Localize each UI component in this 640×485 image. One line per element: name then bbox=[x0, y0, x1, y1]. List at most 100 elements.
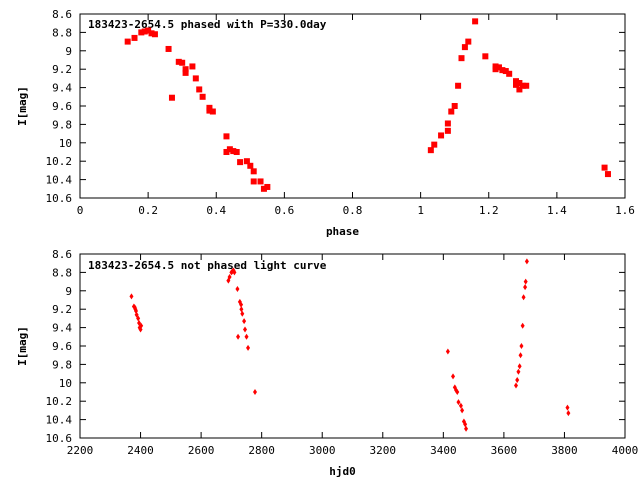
data-point bbox=[506, 70, 513, 77]
data-point bbox=[448, 108, 455, 115]
x-tick-label: 2600 bbox=[188, 444, 215, 457]
data-point bbox=[239, 306, 244, 313]
data-point bbox=[451, 103, 458, 109]
data-point bbox=[230, 148, 237, 155]
y-tick-label: 10.2 bbox=[46, 395, 73, 408]
x-tick-label: 0.2 bbox=[138, 204, 158, 217]
y-tick-label: 9.4 bbox=[52, 322, 72, 335]
data-point bbox=[451, 373, 456, 380]
data-point bbox=[237, 159, 244, 166]
data-point bbox=[516, 368, 521, 375]
data-point bbox=[521, 294, 526, 301]
x-tick-label: 3600 bbox=[491, 444, 518, 457]
data-point bbox=[516, 86, 523, 93]
data-point bbox=[196, 86, 203, 93]
x-tick-label: 4000 bbox=[612, 444, 639, 457]
data-point bbox=[139, 322, 144, 329]
data-point bbox=[151, 31, 158, 38]
x-tick-label: 1.4 bbox=[547, 204, 567, 217]
data-point bbox=[250, 178, 257, 185]
x-tick-label: 3200 bbox=[370, 444, 397, 457]
y-tick-label: 9.2 bbox=[52, 63, 72, 76]
data-point bbox=[239, 301, 244, 308]
x-tick-label: 1.2 bbox=[479, 204, 499, 217]
y-axis-label: I[mag] bbox=[16, 326, 29, 366]
data-point bbox=[182, 69, 189, 76]
data-point bbox=[445, 348, 450, 355]
x-tick-label: 3400 bbox=[430, 444, 457, 457]
data-point bbox=[260, 185, 267, 192]
data-point bbox=[240, 310, 245, 317]
y-tick-label: 9.6 bbox=[52, 340, 72, 353]
x-tick-label: 3000 bbox=[309, 444, 336, 457]
plot-frame bbox=[79, 13, 626, 199]
y-tick-label: 9.2 bbox=[52, 303, 72, 316]
data-point bbox=[458, 402, 463, 409]
data-point bbox=[236, 333, 241, 340]
data-point bbox=[517, 363, 522, 370]
data-point bbox=[168, 94, 175, 101]
data-point bbox=[223, 149, 230, 155]
data-point bbox=[199, 93, 206, 100]
chart-title: 183423-2654.5 not phased light curve bbox=[88, 259, 327, 272]
y-tick-label: 10.6 bbox=[46, 192, 73, 205]
data-point bbox=[514, 382, 518, 389]
y-tick-label: 9.6 bbox=[52, 100, 72, 113]
y-tick-label: 9.8 bbox=[52, 358, 72, 371]
data-point bbox=[516, 80, 523, 86]
y-tick-label: 10 bbox=[59, 377, 72, 390]
x-axis-label: hjd0 bbox=[329, 465, 356, 478]
x-tick-label: 2200 bbox=[67, 444, 94, 457]
x-tick-label: 0.4 bbox=[206, 204, 226, 217]
data-point bbox=[192, 75, 199, 82]
data-point bbox=[264, 183, 271, 190]
data-point bbox=[138, 29, 145, 36]
data-point bbox=[492, 66, 499, 73]
data-point bbox=[499, 67, 506, 74]
data-point bbox=[495, 64, 502, 71]
data-point bbox=[482, 53, 489, 60]
data-point bbox=[519, 82, 526, 89]
y-tick-label: 9 bbox=[65, 285, 72, 298]
data-point bbox=[233, 149, 240, 155]
data-point bbox=[257, 178, 264, 185]
data-point bbox=[444, 127, 451, 134]
data-point bbox=[601, 164, 608, 171]
x-tick-label: 0.6 bbox=[274, 204, 294, 217]
y-tick-label: 10.4 bbox=[46, 174, 73, 187]
data-point bbox=[427, 147, 434, 154]
data-point bbox=[565, 404, 570, 411]
y-tick-label: 8.6 bbox=[52, 248, 72, 261]
data-point bbox=[209, 108, 216, 115]
data-point bbox=[460, 407, 465, 414]
y-tick-label: 8.8 bbox=[52, 26, 72, 39]
unphased-light-curve-chart: 2200 2400 2600 2800 3000 3200 3400 3600 3800 4000… bbox=[16, 248, 638, 478]
data-point bbox=[141, 28, 148, 35]
data-point bbox=[206, 107, 213, 114]
data-point bbox=[523, 284, 528, 291]
y-tick-label: 10.2 bbox=[46, 155, 73, 168]
x-tick-label: 2800 bbox=[248, 444, 275, 457]
data-point bbox=[515, 377, 520, 384]
plot-frame bbox=[79, 253, 626, 439]
data-point bbox=[461, 44, 468, 51]
data-point bbox=[458, 55, 465, 62]
data-point bbox=[604, 171, 611, 178]
y-tick-label: 9 bbox=[65, 45, 72, 58]
data-point bbox=[431, 141, 438, 148]
chart-title: 183423-2654.5 phased with P=330.0day bbox=[88, 18, 327, 31]
data-point bbox=[232, 269, 237, 276]
y-tick-label: 8.6 bbox=[52, 8, 72, 21]
data-point bbox=[524, 258, 529, 265]
data-point bbox=[463, 421, 468, 428]
data-point bbox=[131, 34, 138, 41]
data-point bbox=[243, 326, 248, 333]
data-point bbox=[145, 27, 152, 34]
x-tick-label: 0.8 bbox=[343, 204, 363, 217]
data-point bbox=[175, 58, 182, 65]
x-tick-label: 1.6 bbox=[615, 204, 635, 217]
data-point bbox=[566, 410, 571, 417]
data-point bbox=[455, 389, 460, 395]
